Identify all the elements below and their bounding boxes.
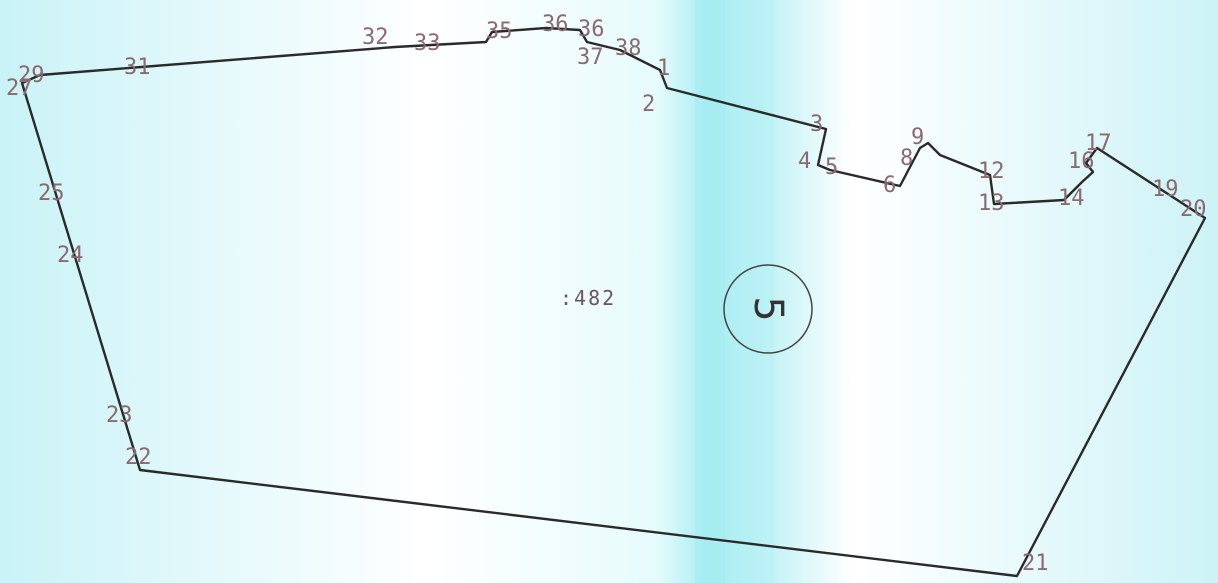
vertex-label: 8 (900, 146, 913, 171)
vertex-label: 12 (978, 159, 1005, 184)
vertex-label: 17 (1085, 131, 1112, 156)
vertex-label: 31 (124, 55, 151, 80)
vertex-label: 14 (1058, 186, 1085, 211)
vertex-label: 22 (125, 445, 152, 470)
vertex-label: 32 (362, 25, 389, 50)
vertex-label: 3 (810, 112, 823, 137)
vertex-label: 16 (1068, 149, 1095, 174)
scan-band (695, 0, 725, 583)
vertex-label: 21 (1022, 551, 1049, 576)
vertex-label: 37 (577, 45, 604, 70)
vertex-label: 36 (578, 17, 605, 42)
vertex-label: 6 (883, 173, 896, 198)
vertex-label: 13 (978, 191, 1005, 216)
scan-band (760, 0, 774, 583)
vertex-label: 35 (486, 19, 513, 44)
vertex-label: 25 (38, 181, 65, 206)
vertex-label: 27 (6, 76, 33, 101)
vertex-label: 2 (642, 92, 655, 117)
vertex-label: 33 (414, 31, 441, 56)
vertex-label: 5 (825, 155, 838, 180)
parcel-area-label: :482 (560, 286, 616, 310)
vertex-label: 9 (911, 125, 924, 150)
section-marker: 5 (723, 264, 813, 354)
vertex-label: 36 (542, 12, 569, 37)
vertex-label: 4 (798, 149, 811, 174)
parcel-boundary[interactable] (20, 26, 1207, 578)
vertex-label: 1 (657, 56, 670, 81)
vertex-label: 20 (1180, 197, 1207, 222)
vertex-label: 23 (106, 403, 133, 428)
vertex-label: 38 (615, 36, 642, 61)
vertex-label: 24 (57, 243, 84, 268)
vertex-label: 29 (18, 63, 45, 88)
section-number: 5 (745, 296, 791, 321)
vertex-label: 19 (1152, 177, 1179, 202)
